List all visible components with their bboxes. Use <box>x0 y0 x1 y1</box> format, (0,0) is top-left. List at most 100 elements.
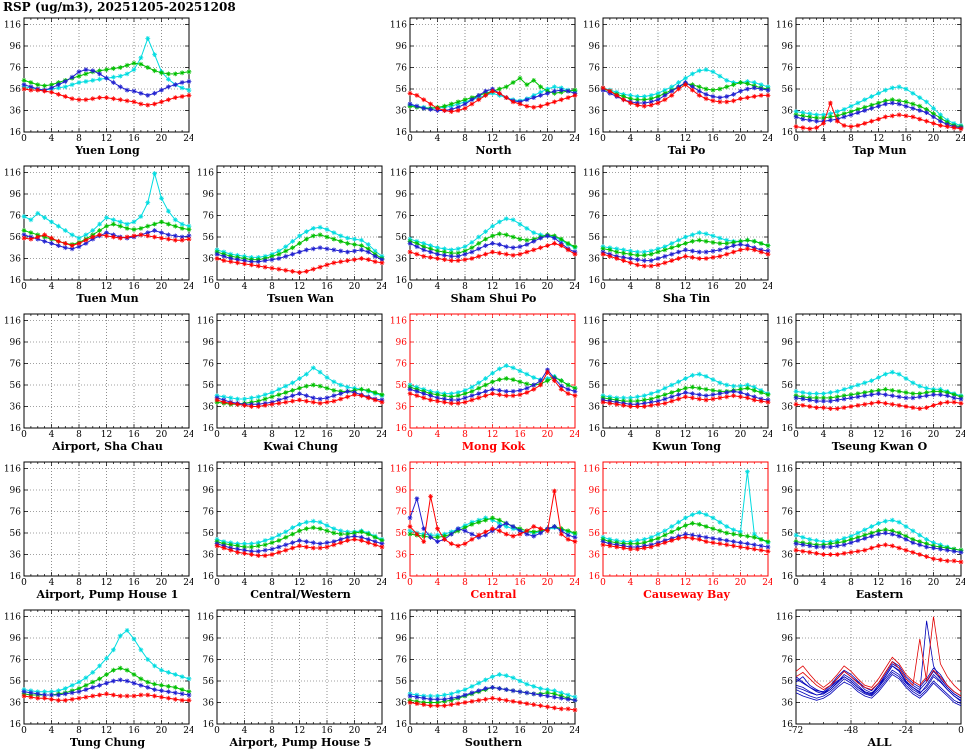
svg-text:0: 0 <box>21 430 27 440</box>
svg-text:12: 12 <box>101 578 112 588</box>
svg-text:24: 24 <box>569 430 579 440</box>
svg-text:96: 96 <box>589 190 601 200</box>
svg-text:24: 24 <box>183 282 193 292</box>
chart-all-stations: 16 36 56 76 96 116 -72 -48 -24 0 <box>776 609 964 736</box>
svg-text:24: 24 <box>183 430 193 440</box>
svg-text:20: 20 <box>542 578 554 588</box>
chart-title: Sha Tin <box>662 292 711 305</box>
chart-southern: 16 36 56 76 96 116 0 4 8 12 16 20 24 <box>390 609 579 736</box>
svg-text:4: 4 <box>435 134 441 144</box>
svg-text:116: 116 <box>776 317 793 327</box>
svg-text:36: 36 <box>782 403 794 413</box>
svg-text:76: 76 <box>589 64 601 74</box>
chart-cell-sha-tin: 16 36 56 76 96 116 0 4 8 12 16 20 24 Sha Tin <box>579 162 772 310</box>
svg-text:96: 96 <box>589 42 601 52</box>
svg-text:76: 76 <box>396 360 408 370</box>
svg-text:20: 20 <box>542 134 554 144</box>
svg-text:12: 12 <box>487 282 498 292</box>
svg-text:12: 12 <box>487 726 498 736</box>
svg-text:0: 0 <box>793 578 799 588</box>
svg-text:8: 8 <box>76 430 82 440</box>
svg-text:36: 36 <box>589 403 601 413</box>
svg-text:0: 0 <box>958 726 964 736</box>
svg-text:116: 116 <box>583 169 600 179</box>
svg-text:16: 16 <box>128 726 140 736</box>
svg-text:16: 16 <box>203 276 215 286</box>
svg-text:116: 116 <box>583 21 600 31</box>
svg-text:36: 36 <box>203 699 215 709</box>
svg-text:16: 16 <box>900 430 912 440</box>
page-title: RSP (ug/m3), 20251205-20251208 <box>3 0 236 14</box>
svg-text:16: 16 <box>321 578 333 588</box>
svg-text:0: 0 <box>21 282 27 292</box>
chart-title: Tap Mun <box>852 144 907 157</box>
svg-text:24: 24 <box>762 430 772 440</box>
chart-cell-central: 16 36 56 76 96 116 0 4 8 12 16 20 24 Central <box>386 458 579 606</box>
svg-text:24: 24 <box>955 578 965 588</box>
svg-text:24: 24 <box>955 430 965 440</box>
chart-title: ALL <box>867 736 892 749</box>
svg-text:20: 20 <box>735 578 747 588</box>
svg-text:96: 96 <box>782 42 794 52</box>
svg-text:4: 4 <box>435 578 441 588</box>
svg-text:16: 16 <box>589 572 601 582</box>
svg-text:56: 56 <box>396 85 408 95</box>
svg-text:96: 96 <box>396 42 408 52</box>
chart-cell-tung-chung: 16 36 56 76 96 116 0 4 8 12 16 20 24 Tung Chung <box>0 606 193 754</box>
svg-text:4: 4 <box>435 430 441 440</box>
svg-text:12: 12 <box>680 134 691 144</box>
svg-text:12: 12 <box>873 134 884 144</box>
svg-text:0: 0 <box>793 134 799 144</box>
svg-text:116: 116 <box>197 613 214 623</box>
svg-text:16: 16 <box>321 282 333 292</box>
svg-text:4: 4 <box>821 134 827 144</box>
chart-title: Kwun Tong <box>652 440 721 453</box>
svg-text:12: 12 <box>680 430 691 440</box>
svg-text:96: 96 <box>203 190 215 200</box>
svg-text:36: 36 <box>589 255 601 265</box>
svg-text:20: 20 <box>928 134 940 144</box>
svg-text:56: 56 <box>396 529 408 539</box>
svg-text:24: 24 <box>183 134 193 144</box>
svg-text:116: 116 <box>197 169 214 179</box>
svg-text:56: 56 <box>396 677 408 687</box>
svg-text:36: 36 <box>396 699 408 709</box>
svg-text:0: 0 <box>407 430 413 440</box>
svg-text:76: 76 <box>10 508 22 518</box>
svg-text:4: 4 <box>49 282 55 292</box>
svg-text:16: 16 <box>514 578 526 588</box>
svg-text:20: 20 <box>542 282 554 292</box>
chart-title: Southern <box>464 736 523 749</box>
chart-mong-kok: 16 36 56 76 96 116 0 4 8 12 16 20 24 <box>390 313 579 440</box>
svg-text:-72: -72 <box>789 726 804 736</box>
svg-text:12: 12 <box>487 430 498 440</box>
chart-sha-tin: 16 36 56 76 96 116 0 4 8 12 16 20 24 <box>583 165 772 292</box>
svg-text:0: 0 <box>214 578 220 588</box>
svg-text:56: 56 <box>782 529 794 539</box>
chart-cell-tuen-mun: 16 36 56 76 96 116 0 4 8 12 16 20 24 Tuen Mun <box>0 162 193 310</box>
svg-text:16: 16 <box>514 726 526 736</box>
svg-text:20: 20 <box>735 134 747 144</box>
chart-title: Tung Chung <box>69 736 146 749</box>
svg-text:116: 116 <box>776 613 793 623</box>
svg-text:96: 96 <box>203 486 215 496</box>
svg-text:76: 76 <box>10 64 22 74</box>
chart-tuen-mun: 16 36 56 76 96 116 0 4 8 12 16 20 24 <box>4 165 193 292</box>
svg-text:56: 56 <box>203 677 215 687</box>
svg-text:0: 0 <box>21 578 27 588</box>
svg-text:96: 96 <box>10 42 22 52</box>
svg-text:36: 36 <box>396 255 408 265</box>
svg-text:12: 12 <box>873 578 884 588</box>
svg-text:56: 56 <box>396 381 408 391</box>
svg-text:76: 76 <box>396 508 408 518</box>
svg-text:4: 4 <box>435 282 441 292</box>
svg-text:16: 16 <box>514 282 526 292</box>
svg-text:116: 116 <box>4 21 21 31</box>
svg-text:76: 76 <box>396 64 408 74</box>
svg-text:0: 0 <box>600 134 606 144</box>
chart-cell-north: 16 36 56 76 96 116 0 4 8 12 16 20 24 North <box>386 14 579 162</box>
chart-title: Eastern <box>855 588 904 601</box>
svg-text:20: 20 <box>156 726 168 736</box>
svg-text:16: 16 <box>589 128 601 138</box>
chart-title: Kwai Chung <box>263 440 338 453</box>
